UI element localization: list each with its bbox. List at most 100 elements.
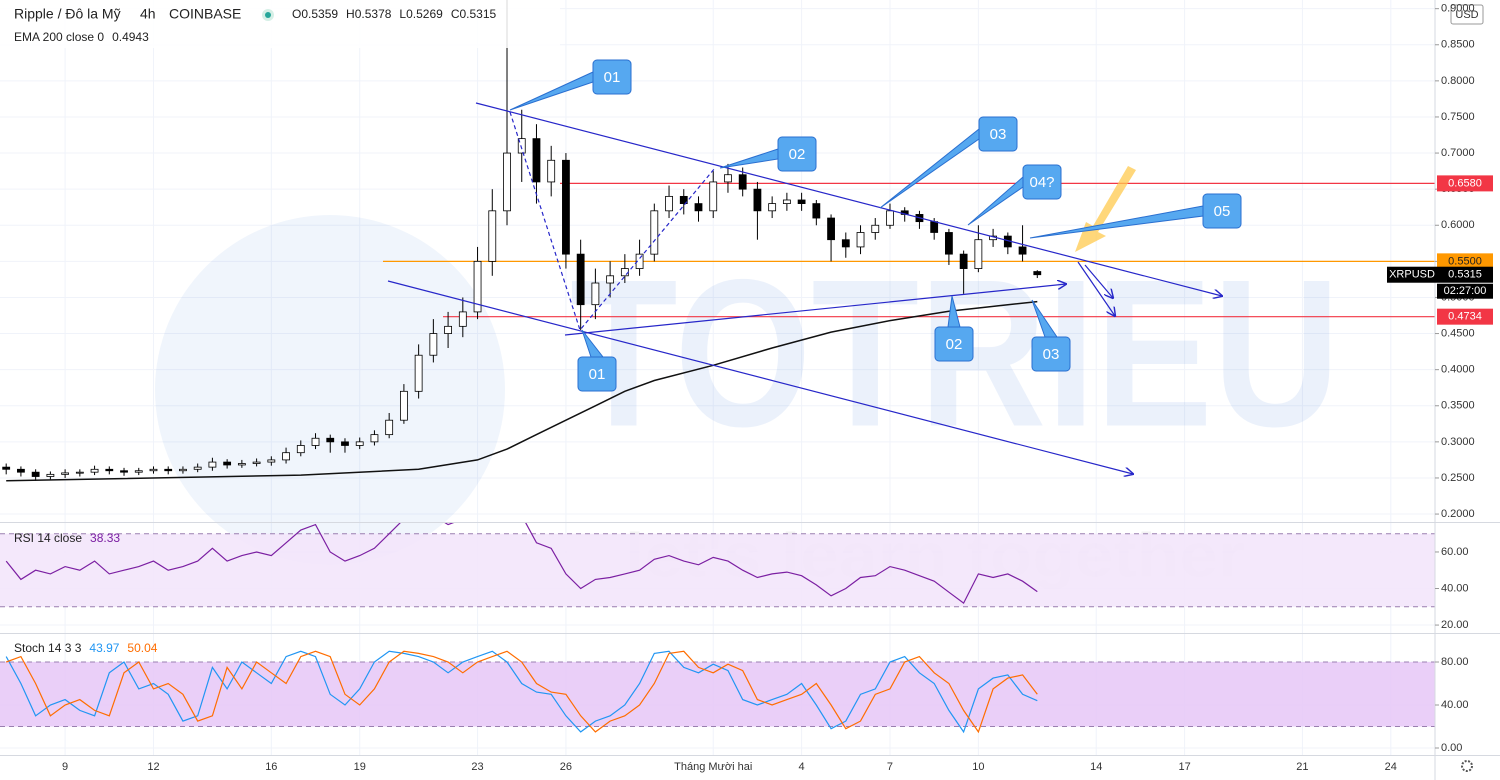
- candle-body: [591, 282, 600, 306]
- level-tag: [1437, 175, 1493, 192]
- candle-body: [1033, 271, 1042, 276]
- y-tick-label: 0.7500: [1441, 111, 1475, 123]
- candle-body: [252, 461, 261, 464]
- x-tick-label: 23: [471, 761, 483, 773]
- exchange: COINBASE: [169, 6, 241, 22]
- callout-box: [1031, 336, 1071, 372]
- candle-body: [61, 472, 70, 475]
- callout-label: 01: [604, 69, 621, 86]
- candle-body: [429, 333, 438, 356]
- trendline: [387, 280, 1133, 474]
- callout-box: [1202, 193, 1242, 229]
- candle-body: [237, 463, 246, 466]
- level-tag-label: 0.6580: [1448, 177, 1482, 189]
- candle-body: [193, 466, 202, 470]
- x-tick-label: 26: [560, 761, 572, 773]
- candle-body: [650, 210, 659, 255]
- interval: 4h: [140, 6, 156, 22]
- candle-body: [2, 466, 11, 470]
- symbol-tag: XRPUSD: [1389, 269, 1435, 281]
- x-tick-label: 16: [265, 761, 277, 773]
- candle-body: [797, 199, 806, 205]
- callout-pointer: [879, 127, 980, 209]
- callout-label: 02: [946, 336, 963, 353]
- level-tag: [1437, 308, 1493, 325]
- candle-body: [164, 468, 173, 472]
- y-tick-label: 40.00: [1441, 699, 1469, 711]
- y-tick-label: 60.00: [1441, 546, 1469, 558]
- callout-box: [934, 326, 974, 362]
- settings-icon[interactable]: [1461, 760, 1473, 772]
- stoch-panel: [5, 650, 1038, 734]
- candle-body: [768, 203, 777, 212]
- ohlc-value: 0.5359: [301, 7, 338, 21]
- y-tick-label: 0.8000: [1441, 75, 1475, 87]
- candle-body: [311, 437, 320, 446]
- x-tick-label: 17: [1178, 761, 1190, 773]
- rsi-label: RSI 14 close: [14, 531, 82, 545]
- x-tick-label: 9: [62, 761, 68, 773]
- candle-body: [223, 461, 232, 466]
- rsi-panel: [5, 523, 1038, 605]
- y-tick-label: 0.6000: [1441, 219, 1475, 231]
- projection-arrow: [1084, 264, 1113, 298]
- trendline: [475, 102, 1222, 296]
- callout-label: 04?: [1029, 174, 1054, 191]
- candle-body: [31, 471, 40, 477]
- indicators: [5, 523, 1038, 734]
- candle-body: [517, 138, 526, 154]
- callout-label: 03: [1043, 346, 1060, 363]
- y-tick-label: 0.9000: [1441, 3, 1475, 15]
- candle-body: [208, 461, 217, 468]
- y-tick-label: 0.3000: [1441, 436, 1475, 448]
- x-tick-label: 4: [799, 761, 805, 773]
- candle-body: [724, 174, 732, 183]
- currency[interactable]: USD: [1455, 9, 1478, 21]
- last-price-label: 0.5315: [1448, 269, 1482, 281]
- candle-body: [679, 195, 688, 205]
- candle-body: [46, 473, 55, 477]
- x-tick-label: 19: [354, 761, 366, 773]
- candle-body: [341, 441, 349, 446]
- candle-body: [444, 325, 452, 334]
- stoch-line: [5, 650, 1038, 734]
- x-tick-label: 7: [887, 761, 893, 773]
- callout-label: 05: [1214, 203, 1231, 220]
- last-price-tag: [1387, 266, 1493, 283]
- countdown-tag: [1437, 283, 1493, 299]
- header-bg: [0, 0, 560, 48]
- y-tick-label: 0.2000: [1441, 508, 1475, 520]
- ohlc-label: O: [292, 7, 301, 21]
- candle-body: [974, 239, 983, 269]
- rsi-line: [5, 523, 1038, 605]
- y-tick-label: 20.00: [1441, 619, 1469, 631]
- ema-value: 0.4943: [112, 30, 149, 44]
- candle-body: [282, 452, 290, 461]
- y-tick-label: 80.00: [1441, 656, 1469, 668]
- watermark-logo: [155, 215, 505, 565]
- candle-body: [326, 437, 335, 443]
- status-dot: [265, 12, 271, 18]
- candle-body: [945, 232, 953, 255]
- callout-box: [577, 356, 617, 392]
- band-fill: [0, 662, 1435, 727]
- stoch-line: [5, 650, 1038, 734]
- candle-body: [738, 174, 747, 190]
- candle-body: [665, 195, 673, 212]
- y-tick-label: 0.8500: [1441, 39, 1475, 51]
- annotations: 01 02 03 04? 05 02 03 01: [509, 59, 1242, 392]
- candle-body: [606, 275, 615, 284]
- currency-box[interactable]: [1450, 4, 1484, 25]
- candle-body: [635, 253, 644, 269]
- stoch-k-value: 43.97: [89, 641, 119, 655]
- candle-body: [562, 159, 570, 255]
- candle-body: [414, 354, 423, 392]
- candle-body: [120, 470, 128, 473]
- stoch-d-value: 50.04: [127, 641, 157, 655]
- x-tick-label: 10: [972, 761, 984, 773]
- candle-body: [827, 217, 835, 241]
- callout-pointer: [1029, 205, 1204, 239]
- candle-body: [532, 138, 541, 183]
